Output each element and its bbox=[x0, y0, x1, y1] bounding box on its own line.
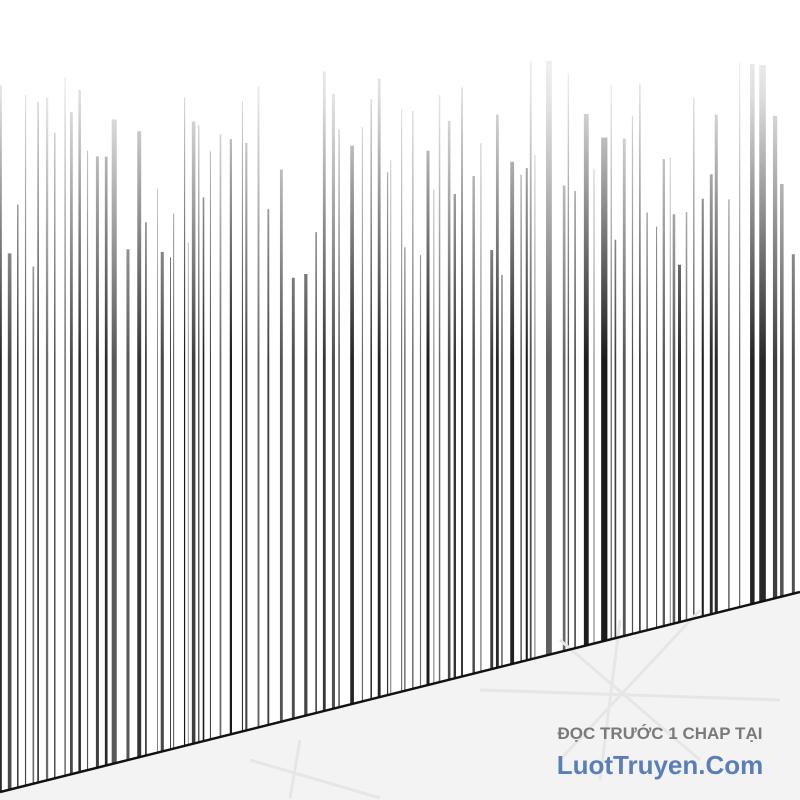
ground-area bbox=[0, 592, 800, 800]
ground-pattern bbox=[249, 608, 781, 800]
panel-border-diagonal bbox=[0, 590, 800, 794]
watermark-read-ahead: ĐỌC TRƯỚC 1 CHAP TẠI bbox=[557, 724, 763, 743]
watermark-site: LuotTruyen.Com bbox=[556, 750, 764, 780]
